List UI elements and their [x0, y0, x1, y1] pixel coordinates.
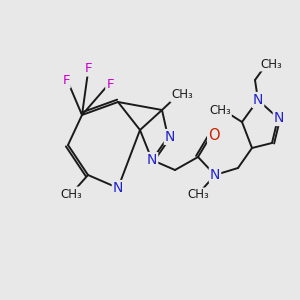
Text: N: N	[253, 93, 263, 107]
Text: CH₃: CH₃	[60, 188, 82, 200]
Text: N: N	[147, 153, 157, 167]
Text: CH₃: CH₃	[209, 104, 231, 118]
Text: N: N	[274, 111, 284, 125]
Text: O: O	[208, 128, 220, 143]
Text: F: F	[106, 77, 114, 91]
Text: CH₃: CH₃	[260, 58, 282, 70]
Text: N: N	[165, 130, 175, 144]
Text: N: N	[210, 168, 220, 182]
Text: N: N	[113, 181, 123, 195]
Text: CH₃: CH₃	[187, 188, 209, 202]
Text: F: F	[62, 74, 70, 88]
Text: CH₃: CH₃	[171, 88, 193, 101]
Text: F: F	[84, 62, 92, 76]
